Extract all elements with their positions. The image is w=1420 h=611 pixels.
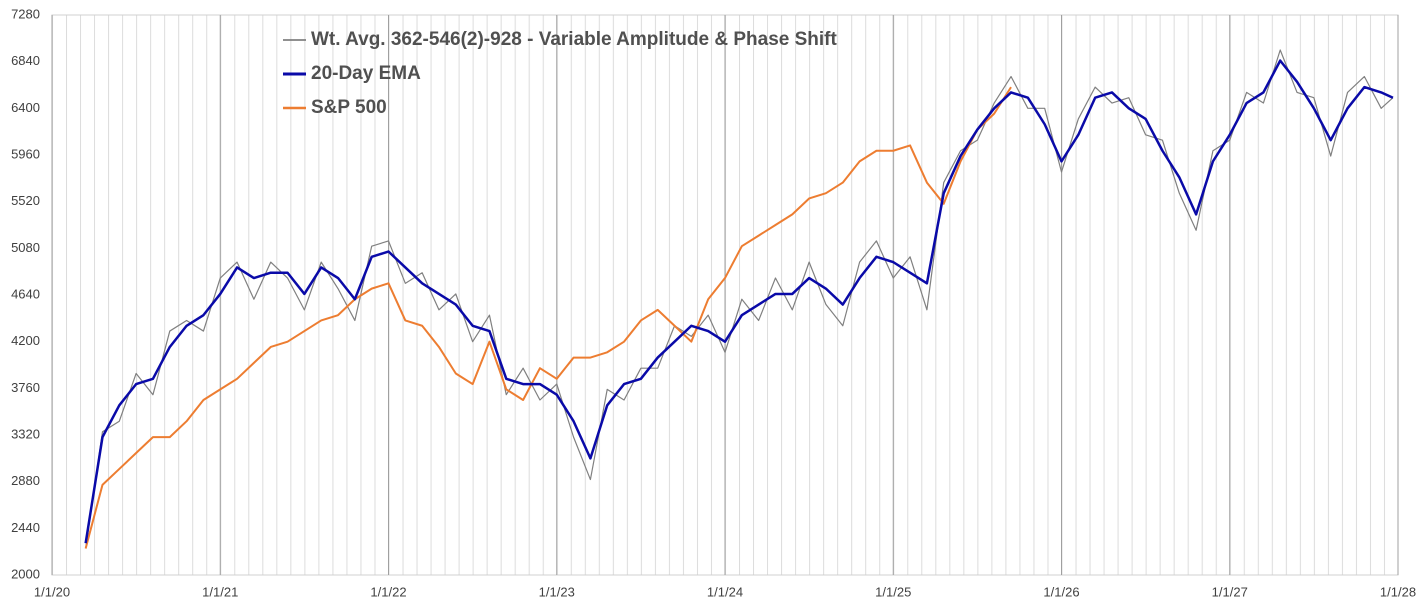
x-tick-label: 1/1/26 xyxy=(1043,584,1079,599)
y-tick-label: 4200 xyxy=(11,333,40,348)
y-tick-label: 3760 xyxy=(11,380,40,395)
legend-label: 20-Day EMA xyxy=(311,63,421,84)
x-tick-label: 1/1/21 xyxy=(202,584,238,599)
y-tick-label: 5080 xyxy=(11,240,40,255)
x-tick-label: 1/1/28 xyxy=(1380,584,1416,599)
y-tick-label: 6400 xyxy=(11,100,40,115)
x-tick-label: 1/1/27 xyxy=(1212,584,1248,599)
y-tick-label: 6840 xyxy=(11,53,40,68)
series-line xyxy=(84,86,1012,549)
y-tick-label: 2000 xyxy=(11,566,40,581)
y-tick-label: 5960 xyxy=(11,146,40,161)
legend-label: Wt. Avg. 362-546(2)-928 - Variable Ampli… xyxy=(311,29,837,50)
legend-label: S&P 500 xyxy=(311,97,387,118)
y-tick-label: 2440 xyxy=(11,520,40,535)
x-tick-label: 1/1/23 xyxy=(539,584,575,599)
y-tick-label: 5520 xyxy=(11,193,40,208)
x-tick-label: 1/1/22 xyxy=(370,584,406,599)
y-tick-label: 4640 xyxy=(11,286,40,301)
x-tick-label: 1/1/20 xyxy=(34,584,70,599)
x-tick-label: 1/1/25 xyxy=(875,584,911,599)
series-line xyxy=(85,49,1394,549)
x-tick-label: 1/1/24 xyxy=(707,584,743,599)
series-line xyxy=(84,59,1394,544)
y-tick-label: 2880 xyxy=(11,473,40,488)
y-tick-label: 3320 xyxy=(11,426,40,441)
y-tick-label: 7280 xyxy=(11,6,40,21)
